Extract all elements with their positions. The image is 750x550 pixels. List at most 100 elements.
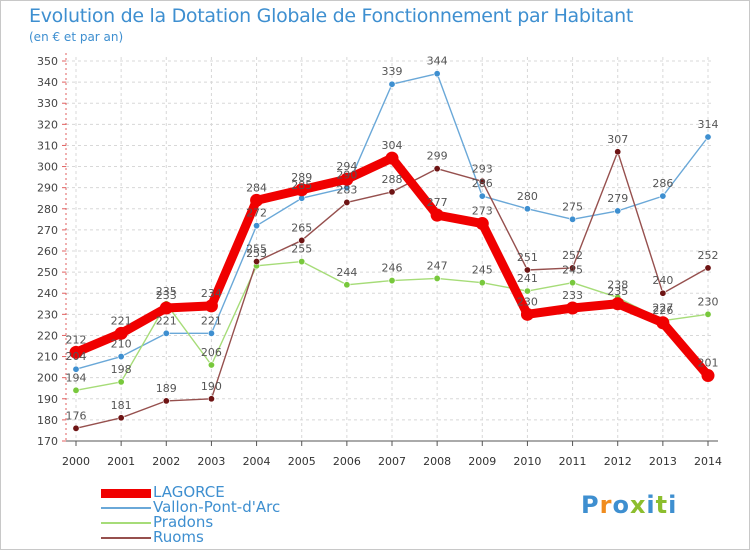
data-point-pradons xyxy=(298,258,306,266)
y-tick-label: 290 xyxy=(37,182,58,195)
data-labels: 204 210 221 221 272 285 290 339 344 286 280 275 279 2… xyxy=(66,55,719,423)
data-point-vallon-pont-d-arc xyxy=(433,70,441,78)
data-point-vallon-pont-d-arc xyxy=(614,207,622,215)
data-point-ruoms xyxy=(253,258,261,266)
data-label-lagorce: 226 xyxy=(652,304,673,317)
x-tick-label: 2007 xyxy=(378,455,406,468)
data-point-vallon-pont-d-arc xyxy=(569,215,577,223)
y-tick-label: 190 xyxy=(37,393,58,406)
data-label-lagorce: 273 xyxy=(472,205,493,218)
data-point-lagorce xyxy=(566,301,580,315)
axes xyxy=(62,53,718,446)
data-point-ruoms xyxy=(388,188,396,196)
legend-label-vallon-pont-d-arc: Vallon-Pont-d'Arc xyxy=(153,498,281,516)
data-label-lagorce: 233 xyxy=(156,289,177,302)
x-tick-label: 2006 xyxy=(333,455,361,468)
data-point-vallon-pont-d-arc xyxy=(253,222,261,230)
y-tick-label: 270 xyxy=(37,224,58,237)
x-tick-label: 2010 xyxy=(513,455,541,468)
data-point-ruoms xyxy=(117,414,125,422)
data-label-vallon-pont-d-arc: 314 xyxy=(698,118,719,131)
data-label-vallon-pont-d-arc: 204 xyxy=(66,350,87,363)
data-label-pradons: 227 xyxy=(652,302,673,315)
data-point-lagorce xyxy=(204,299,218,313)
data-label-pradons: 245 xyxy=(472,264,493,277)
data-point-pradons xyxy=(207,361,215,369)
data-point-lagorce xyxy=(475,217,489,231)
y-tick-label: 180 xyxy=(37,414,58,427)
logo-letter: P xyxy=(581,491,600,519)
data-label-lagorce: 284 xyxy=(246,181,267,194)
data-label-pradons: 198 xyxy=(111,363,132,376)
data-label-pradons: 244 xyxy=(336,266,357,279)
data-point-ruoms xyxy=(659,289,667,297)
data-label-vallon-pont-d-arc: 285 xyxy=(291,179,312,192)
data-label-lagorce: 289 xyxy=(291,171,312,184)
x-tick-label: 2003 xyxy=(197,455,225,468)
logo-letter: x xyxy=(629,491,647,519)
data-point-lagorce xyxy=(385,151,399,165)
x-tick-label: 2013 xyxy=(649,455,677,468)
x-tick-label: 2004 xyxy=(243,455,271,468)
data-label-pradons: 230 xyxy=(698,295,719,308)
data-point-lagorce xyxy=(520,307,534,321)
data-point-vallon-pont-d-arc xyxy=(72,365,80,373)
series-markers xyxy=(69,70,715,432)
data-label-vallon-pont-d-arc: 286 xyxy=(472,177,493,190)
logo-letter: o xyxy=(612,491,630,519)
y-tick-label: 320 xyxy=(37,118,58,131)
data-label-lagorce: 230 xyxy=(517,295,538,308)
data-point-vallon-pont-d-arc xyxy=(523,205,531,213)
data-label-ruoms: 189 xyxy=(156,382,177,395)
y-tick-label: 210 xyxy=(37,351,58,364)
data-point-pradons xyxy=(569,279,577,287)
data-label-ruoms: 283 xyxy=(336,183,357,196)
data-point-pradons xyxy=(117,378,125,386)
data-label-pradons: 206 xyxy=(201,346,222,359)
data-label-lagorce: 234 xyxy=(201,287,222,300)
data-point-lagorce xyxy=(430,208,444,222)
data-label-pradons: 255 xyxy=(291,243,312,256)
data-label-vallon-pont-d-arc: 280 xyxy=(517,190,538,203)
y-tick-label: 220 xyxy=(37,329,58,342)
data-label-lagorce: 277 xyxy=(427,196,448,209)
data-point-vallon-pont-d-arc xyxy=(207,329,215,337)
data-label-lagorce: 221 xyxy=(111,314,132,327)
data-label-vallon-pont-d-arc: 344 xyxy=(427,55,448,68)
data-point-pradons xyxy=(523,287,531,295)
data-point-ruoms xyxy=(162,397,170,405)
data-label-ruoms: 299 xyxy=(427,150,448,163)
x-tick-label: 2001 xyxy=(107,455,135,468)
data-point-lagorce xyxy=(656,316,670,330)
x-tick-label: 2011 xyxy=(559,455,587,468)
x-tick-label: 2005 xyxy=(288,455,316,468)
data-label-ruoms: 252 xyxy=(698,249,719,262)
data-label-ruoms: 190 xyxy=(201,380,222,393)
data-point-lagorce xyxy=(159,301,173,315)
data-label-vallon-pont-d-arc: 210 xyxy=(111,338,132,351)
data-point-lagorce xyxy=(114,326,128,340)
y-tick-label: 300 xyxy=(37,161,58,174)
data-point-vallon-pont-d-arc xyxy=(162,329,170,337)
data-point-ruoms xyxy=(569,264,577,272)
data-point-ruoms xyxy=(433,165,441,173)
y-tick-label: 330 xyxy=(37,97,58,110)
data-point-ruoms xyxy=(523,266,531,274)
legend-swatch-pradons xyxy=(101,522,151,524)
data-point-lagorce xyxy=(250,193,264,207)
data-label-vallon-pont-d-arc: 272 xyxy=(246,207,267,220)
logo-letter: i xyxy=(646,491,656,519)
data-label-ruoms: 252 xyxy=(562,249,583,262)
data-label-ruoms: 288 xyxy=(382,173,403,186)
data-label-ruoms: 307 xyxy=(607,133,628,146)
x-tick-label: 2012 xyxy=(604,455,632,468)
data-label-lagorce: 212 xyxy=(66,333,87,346)
data-label-lagorce: 304 xyxy=(382,139,403,152)
data-point-vallon-pont-d-arc xyxy=(478,192,486,200)
data-point-ruoms xyxy=(343,198,351,206)
logo-letter: t xyxy=(655,491,669,519)
data-point-vallon-pont-d-arc xyxy=(659,192,667,200)
chart-title: Evolution de la Dotation Globale de Fonc… xyxy=(29,5,634,27)
y-tick-label: 250 xyxy=(37,266,58,279)
